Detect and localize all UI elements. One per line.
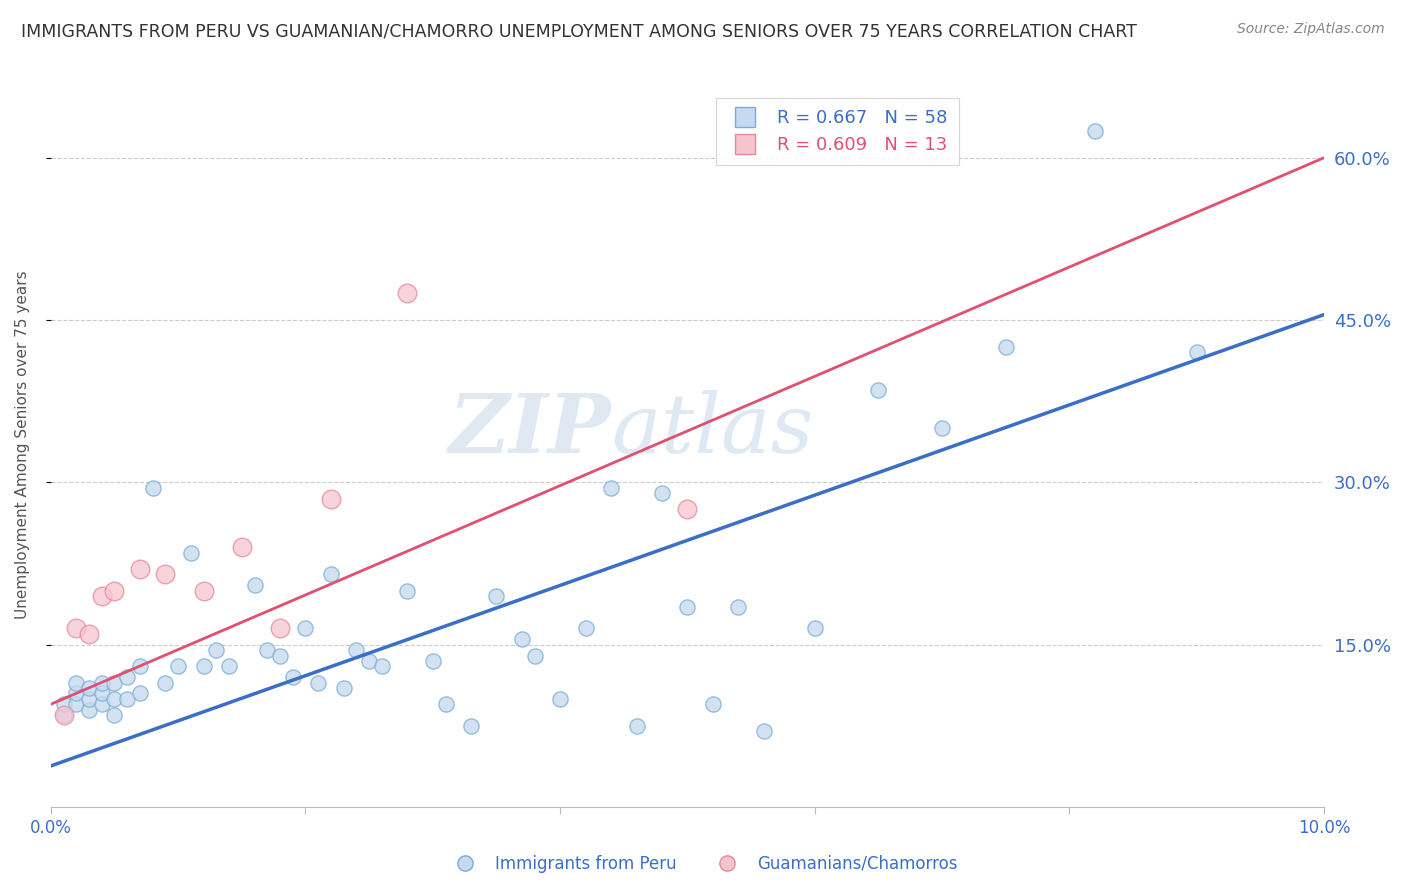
Point (510, 632, 533, 647)
Point (90, 686, 112, 700)
Point (103, 675, 125, 690)
Point (65, 622, 87, 636)
Point (294, 622, 316, 636)
Point (422, 654, 444, 668)
Point (460, 719, 482, 733)
Point (485, 589, 508, 603)
Point (307, 675, 329, 690)
Point (575, 622, 598, 636)
Point (702, 698, 724, 712)
Legend: Immigrants from Peru, Guamanians/Chamorros: Immigrants from Peru, Guamanians/Chamorr… (441, 848, 965, 880)
Point (90, 698, 112, 712)
Point (193, 583, 215, 598)
Point (180, 546, 202, 560)
Point (77, 703, 100, 717)
Legend: R = 0.667   N = 58, R = 0.609   N = 13: R = 0.667 N = 58, R = 0.609 N = 13 (716, 98, 959, 165)
Point (167, 659, 190, 673)
Point (142, 481, 165, 495)
Point (523, 648, 546, 663)
Point (115, 670, 138, 684)
Point (103, 583, 125, 598)
Y-axis label: Unemployment Among Seniors over 75 years: Unemployment Among Seniors over 75 years (15, 270, 30, 619)
Point (319, 491, 342, 506)
Point (115, 691, 138, 706)
Point (129, 659, 152, 673)
Point (434, 698, 457, 712)
Text: atlas: atlas (612, 390, 814, 470)
Point (868, 384, 890, 398)
Point (205, 643, 228, 657)
Point (651, 486, 673, 500)
Point (346, 643, 368, 657)
Point (52, 708, 75, 723)
Point (129, 686, 152, 700)
Point (548, 691, 571, 706)
Point (65, 698, 87, 712)
Point (77, 627, 100, 641)
Point (218, 659, 240, 673)
Point (359, 654, 381, 668)
Point (600, 481, 623, 495)
Text: IMMIGRANTS FROM PERU VS GUAMANIAN/CHAMORRO UNEMPLOYMENT AMONG SENIORS OVER 75 YE: IMMIGRANTS FROM PERU VS GUAMANIAN/CHAMOR… (21, 22, 1137, 40)
Point (752, 724, 775, 739)
Point (77, 691, 100, 706)
Point (371, 659, 394, 673)
Point (1084, 123, 1107, 137)
Point (90, 675, 112, 690)
Text: ZIP: ZIP (449, 390, 612, 470)
Text: Source: ZipAtlas.com: Source: ZipAtlas.com (1237, 22, 1385, 37)
Point (994, 340, 1017, 354)
Point (804, 622, 827, 636)
Point (129, 562, 152, 576)
Point (65, 686, 87, 700)
Point (65, 675, 87, 690)
Point (193, 659, 215, 673)
Point (1185, 345, 1208, 359)
Point (243, 578, 266, 592)
Point (77, 681, 100, 695)
Point (231, 541, 253, 555)
Point (103, 708, 125, 723)
Point (396, 285, 419, 300)
Point (332, 681, 354, 695)
Point (155, 675, 177, 690)
Point (676, 599, 699, 614)
Point (727, 599, 749, 614)
Point (52, 708, 75, 723)
Point (269, 648, 291, 663)
Point (155, 567, 177, 582)
Point (626, 719, 648, 733)
Point (396, 583, 419, 598)
Point (52, 698, 75, 712)
Point (256, 643, 278, 657)
Point (931, 421, 953, 435)
Point (103, 691, 125, 706)
Point (319, 567, 342, 582)
Point (281, 670, 304, 684)
Point (269, 622, 291, 636)
Point (90, 589, 112, 603)
Point (676, 502, 699, 516)
